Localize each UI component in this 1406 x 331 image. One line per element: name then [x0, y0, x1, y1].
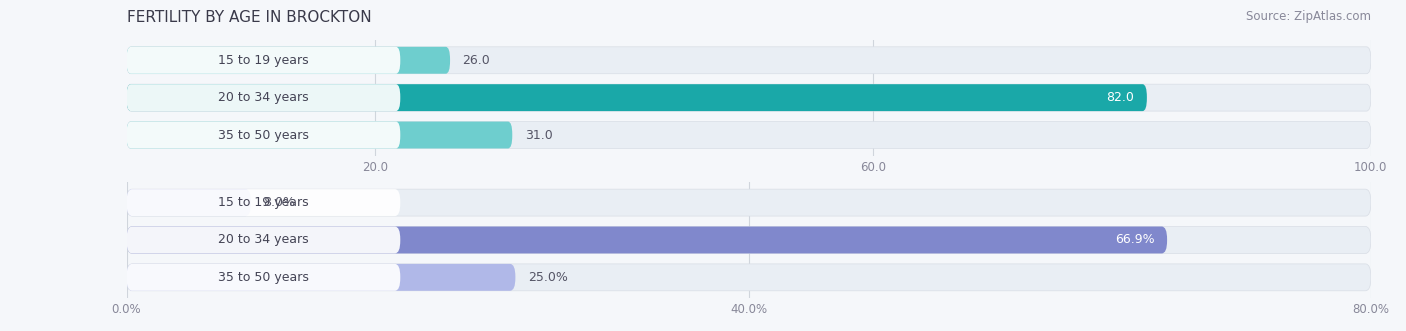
FancyBboxPatch shape [127, 84, 401, 111]
FancyBboxPatch shape [127, 47, 401, 74]
FancyBboxPatch shape [127, 226, 401, 254]
Text: 26.0: 26.0 [463, 54, 491, 67]
Text: 66.9%: 66.9% [1115, 233, 1154, 247]
FancyBboxPatch shape [127, 121, 512, 149]
FancyBboxPatch shape [127, 264, 1371, 291]
FancyBboxPatch shape [127, 264, 401, 291]
FancyBboxPatch shape [127, 47, 1371, 74]
FancyBboxPatch shape [127, 121, 401, 149]
Text: 82.0: 82.0 [1107, 91, 1135, 104]
Text: 8.0%: 8.0% [263, 196, 295, 209]
FancyBboxPatch shape [127, 121, 1371, 149]
Text: 15 to 19 years: 15 to 19 years [218, 196, 309, 209]
FancyBboxPatch shape [127, 189, 1371, 216]
Text: 35 to 50 years: 35 to 50 years [218, 271, 309, 284]
FancyBboxPatch shape [127, 189, 252, 216]
FancyBboxPatch shape [127, 226, 1167, 254]
FancyBboxPatch shape [127, 84, 1147, 111]
Text: 20 to 34 years: 20 to 34 years [218, 233, 309, 247]
Text: Source: ZipAtlas.com: Source: ZipAtlas.com [1246, 10, 1371, 23]
Text: 15 to 19 years: 15 to 19 years [218, 54, 309, 67]
Text: 20 to 34 years: 20 to 34 years [218, 91, 309, 104]
FancyBboxPatch shape [127, 47, 450, 74]
FancyBboxPatch shape [127, 189, 401, 216]
Text: 31.0: 31.0 [524, 128, 553, 142]
FancyBboxPatch shape [127, 264, 516, 291]
Text: 35 to 50 years: 35 to 50 years [218, 128, 309, 142]
FancyBboxPatch shape [127, 226, 1371, 254]
Text: FERTILITY BY AGE IN BROCKTON: FERTILITY BY AGE IN BROCKTON [127, 10, 371, 25]
FancyBboxPatch shape [127, 84, 1371, 111]
Text: 25.0%: 25.0% [527, 271, 568, 284]
